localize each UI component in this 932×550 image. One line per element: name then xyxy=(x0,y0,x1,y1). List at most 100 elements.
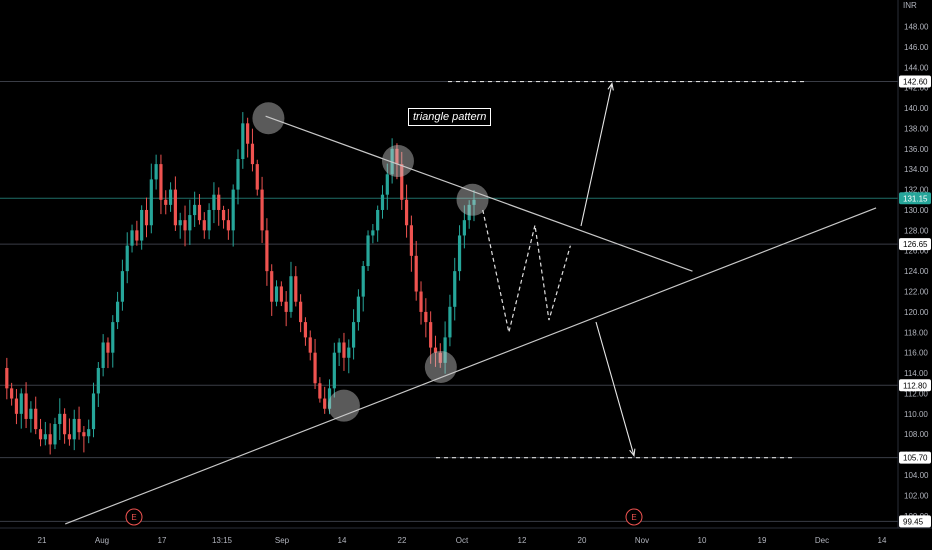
price-tick-label: 102.00 xyxy=(904,491,929,500)
candle-body xyxy=(419,291,423,312)
candle-body xyxy=(246,123,250,144)
price-tick-label: 128.00 xyxy=(904,226,929,235)
price-tick-label: 130.00 xyxy=(904,206,929,215)
candle-body xyxy=(202,220,206,231)
price-tick-label: 124.00 xyxy=(904,267,929,276)
candle-body xyxy=(111,322,115,353)
price-tick-label: 114.00 xyxy=(904,369,928,378)
horizontal-levels xyxy=(0,81,898,522)
candle-body xyxy=(135,230,139,241)
time-tick-label: Oct xyxy=(456,536,469,545)
price-tick-label: 122.00 xyxy=(904,288,929,297)
candle-body xyxy=(308,337,312,353)
candle-body xyxy=(178,220,182,226)
candle-body xyxy=(159,164,163,200)
candle-body xyxy=(376,209,380,231)
time-tick-label: 13:15 xyxy=(212,536,233,545)
price-tag-label: 112.80 xyxy=(903,381,927,390)
price-tick-label: 108.00 xyxy=(904,430,929,439)
price-tick-label: 112.00 xyxy=(904,389,928,398)
candle-body xyxy=(140,209,144,241)
candle-body xyxy=(53,424,57,445)
price-tick-label: 140.00 xyxy=(904,104,929,113)
candle-body xyxy=(443,337,447,363)
candle-body xyxy=(38,429,43,440)
triangle-pattern-label[interactable]: triangle pattern xyxy=(408,108,492,126)
price-tick-label: 142.00 xyxy=(904,84,929,93)
candle-body xyxy=(197,204,202,221)
candle-body xyxy=(342,342,346,358)
candle-body xyxy=(433,347,438,353)
candle-body xyxy=(236,159,240,190)
candle-body xyxy=(96,367,100,394)
candle-body xyxy=(347,347,351,358)
pivot-highlight xyxy=(381,145,414,178)
candle-body xyxy=(212,194,216,210)
price-tag-label: 105.70 xyxy=(903,454,928,463)
currency-label: INR xyxy=(903,1,917,10)
candle-body xyxy=(144,209,149,226)
time-tick-label: 20 xyxy=(578,536,587,545)
candle-body xyxy=(279,286,283,302)
candle-body xyxy=(188,215,192,231)
candle-body xyxy=(101,342,105,368)
candle-body xyxy=(332,352,336,389)
candle-body xyxy=(226,220,230,231)
candle-body xyxy=(168,189,173,205)
candle-body xyxy=(438,352,442,363)
earnings-marker-label: E xyxy=(631,513,636,522)
price-tick-label: 132.00 xyxy=(904,186,929,195)
candle-body xyxy=(154,164,158,180)
upper-resistance-trendline xyxy=(265,115,693,272)
price-tick-label: 134.00 xyxy=(904,165,929,174)
candle-body xyxy=(457,235,462,272)
price-axis[interactable]: INR100.00102.00104.00106.00108.00110.001… xyxy=(897,0,931,528)
candle-body xyxy=(337,342,341,353)
candle-body xyxy=(217,194,221,210)
candle-body xyxy=(72,418,76,440)
candle-body xyxy=(453,271,457,307)
candle-body xyxy=(207,209,211,231)
candle-body xyxy=(448,306,452,338)
candle-body xyxy=(400,164,404,200)
candle-body xyxy=(14,398,19,414)
candle-body xyxy=(361,266,365,297)
candle-body xyxy=(67,434,72,440)
time-tick-label: 10 xyxy=(698,536,707,545)
time-tick-label: 19 xyxy=(758,536,767,545)
candle-body xyxy=(34,408,38,430)
time-tick-label: Sep xyxy=(275,536,290,545)
candle-body xyxy=(274,286,279,302)
earnings-marker-label: E xyxy=(131,513,136,522)
candle-body xyxy=(467,204,471,221)
candle-body xyxy=(284,301,288,312)
candle-body xyxy=(120,271,125,302)
time-tick-label: Aug xyxy=(95,536,109,545)
price-tick-label: 138.00 xyxy=(904,124,929,133)
price-tick-label: 110.00 xyxy=(904,410,928,419)
candle-body xyxy=(87,429,91,437)
price-tag xyxy=(899,75,931,88)
candle-body xyxy=(164,199,168,205)
candle-body xyxy=(294,276,298,302)
candle-body xyxy=(10,388,14,399)
time-tick-label: 12 xyxy=(518,536,527,545)
candle-body xyxy=(303,322,308,338)
candle-body xyxy=(106,342,110,353)
candle-body xyxy=(221,209,226,221)
candle-body xyxy=(409,225,413,256)
candle-body xyxy=(327,388,332,409)
pattern-drawings xyxy=(65,80,877,525)
candle-body xyxy=(414,255,418,292)
candle-body xyxy=(462,220,466,236)
candle-body xyxy=(270,271,274,302)
candle-body xyxy=(356,296,361,323)
candle-body xyxy=(395,148,399,165)
candle-body xyxy=(429,322,433,348)
time-axis[interactable]: 21 Aug 17 13:15 Sep 14 22 Oct 12 20 Nov 10 19 Dec 14 xyxy=(0,527,932,545)
candle-body xyxy=(250,143,255,165)
pivot-highlight xyxy=(456,183,489,216)
price-tick-label: 116.00 xyxy=(904,349,928,358)
